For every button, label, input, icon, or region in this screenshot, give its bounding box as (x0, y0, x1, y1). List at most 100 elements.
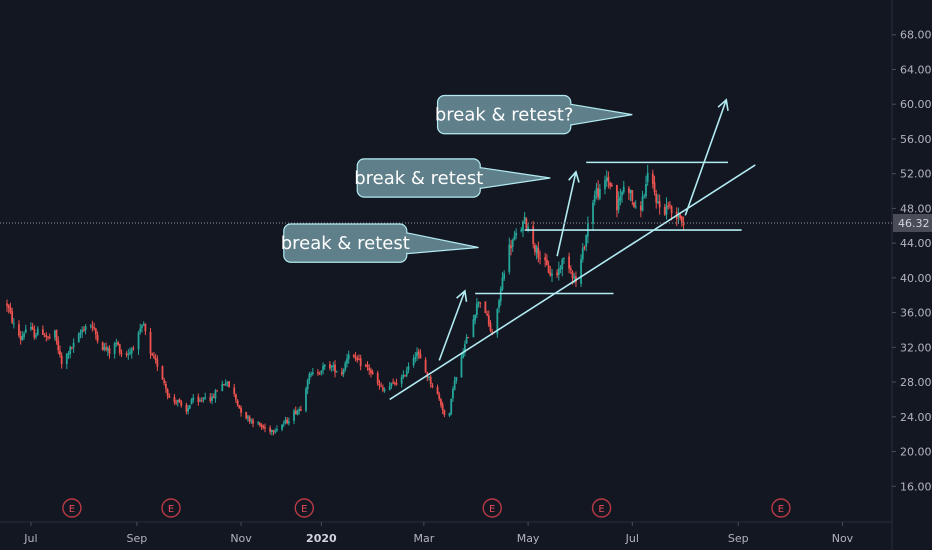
x-tick-label: May (517, 532, 540, 545)
candle-body (583, 247, 586, 249)
candle-body (310, 373, 313, 376)
candle-body (59, 350, 61, 356)
candle-body (288, 421, 290, 424)
arrow-shaft[interactable] (684, 99, 728, 216)
price-axis[interactable]: 16.00 20.00 24.00 28.00 32.00 36.00 40.00 44.00… (892, 29, 932, 494)
candle-body (344, 363, 347, 370)
candle-body (262, 425, 265, 428)
candle-body (257, 422, 260, 424)
candle-body (67, 353, 70, 355)
candle-body (161, 366, 164, 380)
candle-body (141, 325, 143, 328)
candle-body (180, 401, 183, 406)
candle-body (89, 325, 92, 327)
earnings-label: E (301, 504, 307, 515)
candle-body (317, 372, 319, 374)
candle-body (106, 347, 109, 351)
candle-body (610, 184, 613, 187)
candle-body (513, 236, 516, 241)
candle-body (246, 416, 249, 418)
candle-body (320, 370, 323, 373)
candle-body (682, 223, 685, 226)
arrow-head (717, 98, 729, 111)
candle-body (559, 267, 562, 269)
candle-body (498, 300, 500, 308)
candle-body (515, 232, 518, 236)
candle-body (358, 359, 360, 361)
candle-body (573, 276, 576, 279)
candle-body (622, 186, 625, 193)
candle-body (356, 357, 359, 361)
candle-body (129, 352, 131, 354)
candle-body (185, 404, 188, 412)
earnings-marker[interactable]: E (771, 498, 791, 518)
candle-body (479, 302, 482, 304)
candle-body (228, 381, 231, 387)
candle-body (655, 193, 658, 203)
arrow-head (456, 289, 468, 302)
candle-body (293, 410, 295, 421)
candle-body (84, 326, 87, 331)
candle-body (127, 354, 130, 356)
candle-body (370, 369, 372, 374)
candle-body (431, 385, 434, 388)
candle-body (631, 190, 634, 201)
candle-body (407, 366, 410, 371)
candle-body (270, 429, 273, 433)
candle-body (190, 399, 193, 405)
callout-3[interactable]: break & retest? (435, 94, 633, 135)
earnings-marker[interactable]: E (62, 498, 82, 518)
candle-body (639, 205, 642, 211)
earnings-marker[interactable]: E (591, 498, 612, 518)
candle-body (616, 185, 618, 211)
candle-body (53, 330, 56, 338)
candle-body (276, 429, 278, 431)
candle-body (680, 216, 683, 223)
earnings-circle (62, 498, 82, 518)
drawing-annotations[interactable] (389, 98, 756, 401)
candle-body (329, 364, 331, 369)
candle-body (484, 301, 487, 314)
candle-body (57, 340, 60, 351)
callout-seam (475, 168, 482, 188)
earnings-marker[interactable]: E (161, 498, 181, 518)
candle-body (400, 377, 403, 384)
candle-body (156, 359, 159, 367)
arrow-shaft[interactable] (438, 290, 466, 361)
y-tick-label: 56.00 (900, 133, 932, 146)
candle-body (651, 173, 654, 184)
y-tick-label: 60.00 (900, 98, 932, 111)
candle-body (428, 376, 430, 378)
candle-body (551, 273, 553, 276)
candle-body (154, 357, 157, 361)
candle-body (405, 370, 408, 376)
candle-body (441, 404, 444, 411)
earnings-marker[interactable]: E (482, 498, 502, 518)
candle-body (36, 328, 39, 336)
candle-body (41, 329, 44, 335)
candle-body (118, 344, 121, 353)
x-tick-label: 2020 (306, 532, 337, 545)
callout-1[interactable]: break & retest (281, 223, 479, 263)
candle-body (197, 396, 200, 403)
trendline[interactable] (389, 164, 756, 401)
callout-seam (401, 233, 408, 253)
candle-body (11, 311, 14, 323)
candle-body (463, 344, 466, 353)
candle-body (545, 259, 548, 266)
candle-body (663, 207, 666, 215)
earnings-marker[interactable]: E (294, 498, 314, 518)
arrow-shaft[interactable] (556, 171, 577, 257)
candle-body (462, 352, 465, 358)
callout-2[interactable]: break & retest (354, 158, 551, 198)
callout-annotations[interactable]: break & retest break & retest break & rete… (281, 94, 633, 263)
time-axis[interactable]: Jul Sep Nov 2020 Mar May Jul Sep Nov (23, 522, 854, 545)
candle-body (168, 395, 171, 398)
callout-seam (565, 105, 572, 125)
candle-body (216, 390, 219, 392)
candle-body (250, 420, 253, 422)
y-tick-label: 28.00 (900, 376, 932, 389)
earnings-label: E (489, 504, 495, 515)
